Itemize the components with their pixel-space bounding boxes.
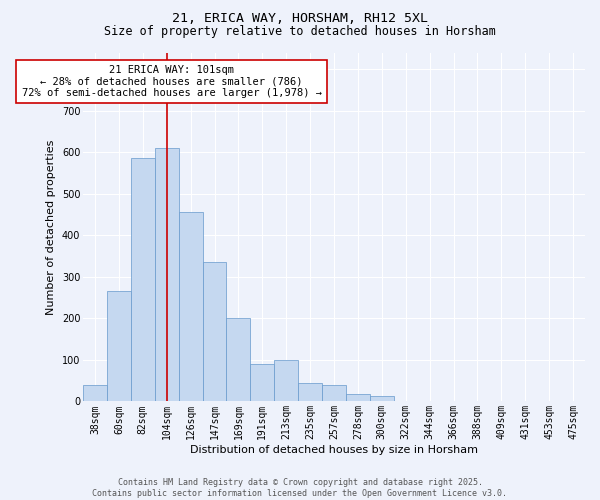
Bar	[274, 360, 298, 402]
Text: Size of property relative to detached houses in Horsham: Size of property relative to detached ho…	[104, 25, 496, 38]
Bar	[226, 318, 250, 402]
Bar	[298, 382, 322, 402]
Text: 21 ERICA WAY: 101sqm
← 28% of detached houses are smaller (786)
72% of semi-deta: 21 ERICA WAY: 101sqm ← 28% of detached h…	[22, 65, 322, 98]
Bar	[370, 396, 394, 402]
Bar	[155, 148, 179, 402]
Text: 21, ERICA WAY, HORSHAM, RH12 5XL: 21, ERICA WAY, HORSHAM, RH12 5XL	[172, 12, 428, 26]
Bar	[322, 385, 346, 402]
Bar	[83, 385, 107, 402]
Bar	[131, 158, 155, 402]
Y-axis label: Number of detached properties: Number of detached properties	[46, 140, 56, 314]
X-axis label: Distribution of detached houses by size in Horsham: Distribution of detached houses by size …	[190, 445, 478, 455]
Text: Contains HM Land Registry data © Crown copyright and database right 2025.
Contai: Contains HM Land Registry data © Crown c…	[92, 478, 508, 498]
Bar	[179, 212, 203, 402]
Bar	[203, 262, 226, 402]
Bar	[346, 394, 370, 402]
Bar	[250, 364, 274, 402]
Bar	[107, 292, 131, 402]
